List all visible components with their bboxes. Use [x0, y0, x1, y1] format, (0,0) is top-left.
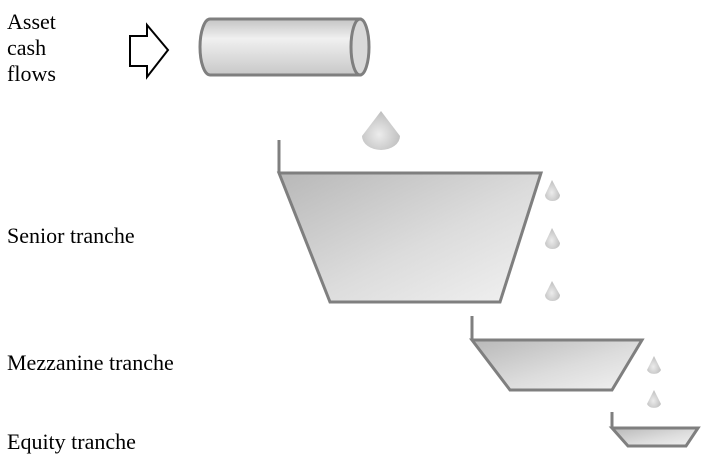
droplet-icon	[545, 228, 560, 249]
asset-cash-flows-label: Asset cash flows	[7, 9, 56, 87]
droplet-icon	[647, 390, 661, 408]
droplet-icon	[647, 356, 661, 374]
droplet-icon	[545, 281, 560, 301]
equity-tranche-bucket	[608, 412, 701, 448]
mezzanine-tranche-bucket	[468, 316, 645, 392]
pipe-icon	[198, 17, 371, 77]
equity-tranche-label: Equity tranche	[7, 429, 136, 454]
droplet-icon	[545, 180, 560, 201]
mezzanine-tranche-label: Mezzanine tranche	[7, 350, 174, 375]
senior-tranche-bucket	[276, 140, 544, 304]
asset-label-line-2: cash	[7, 35, 47, 60]
asset-label-line-1: Asset	[7, 9, 56, 34]
droplet-icon	[362, 111, 400, 150]
asset-label-line-3: flows	[7, 61, 56, 86]
right-arrow-icon	[129, 22, 170, 80]
senior-tranche-label: Senior tranche	[7, 223, 135, 248]
